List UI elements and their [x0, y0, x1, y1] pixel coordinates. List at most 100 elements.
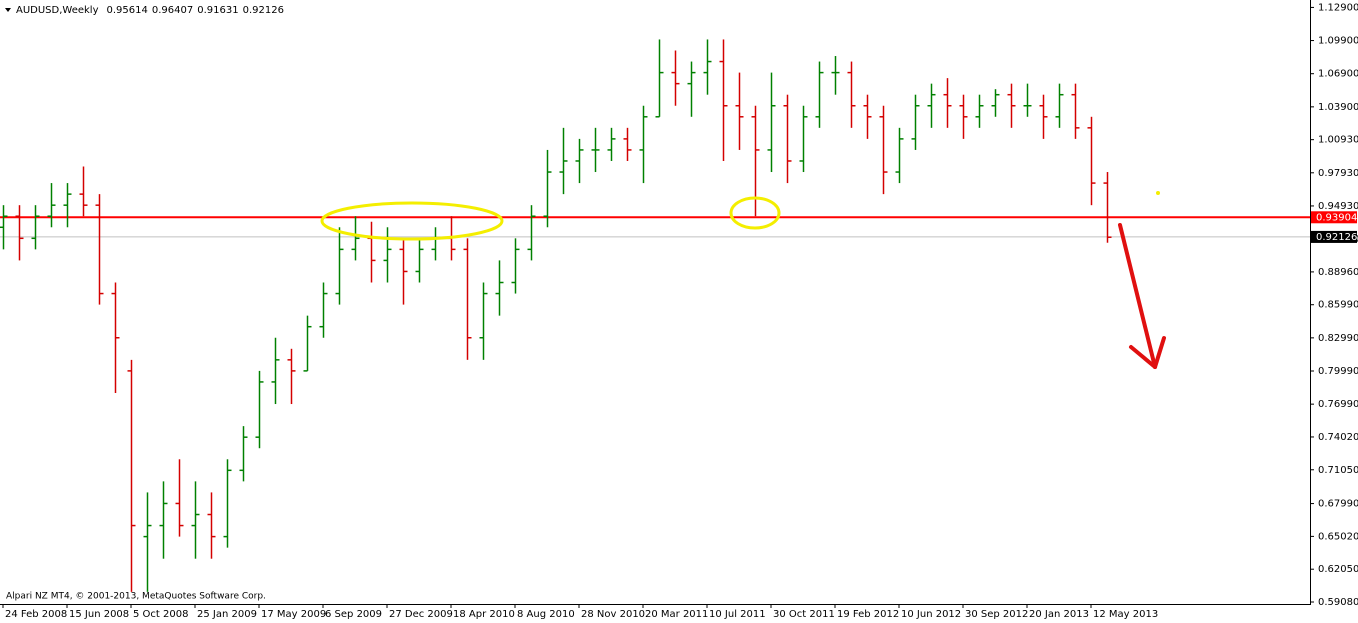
x-tick-label: 28 Nov 2010 — [581, 609, 645, 620]
x-tick-label: 30 Oct 2011 — [773, 609, 835, 620]
header-value: 0.92126 — [243, 5, 284, 16]
ohlc-bar — [63, 183, 72, 228]
x-tick-label: 27 Dec 2009 — [389, 609, 453, 620]
ohlc-bar — [991, 89, 1000, 117]
ohlc-bar — [831, 56, 840, 95]
ohlc-bar — [783, 94, 792, 184]
ohlc-bar — [351, 216, 360, 261]
x-tick-label: 6 Sep 2009 — [325, 609, 382, 620]
ohlc-bar — [1071, 83, 1080, 139]
ohlc-bar — [79, 166, 88, 217]
ohlc-bar — [623, 127, 632, 161]
ohlc-bar — [303, 315, 312, 372]
y-tick-label: 0.94930 — [1318, 201, 1358, 212]
ohlc-bar — [495, 260, 504, 316]
ohlc-bar — [927, 83, 936, 128]
x-tick-label: 30 Sep 2012 — [965, 609, 1028, 620]
ohlc-bar — [799, 105, 808, 173]
x-tick-label: 20 Jan 2013 — [1029, 609, 1089, 620]
annotation-ellipse — [320, 201, 504, 241]
ohlc-bar — [815, 61, 824, 128]
ohlc-bar — [0, 205, 8, 250]
ohlc-bar — [319, 282, 328, 338]
ohlc-bar — [271, 337, 280, 405]
annotation-ellipse — [729, 196, 781, 230]
y-tick-label: 0.82990 — [1318, 333, 1358, 344]
ohlc-bar — [1087, 116, 1096, 206]
ohlc-bar — [1055, 83, 1064, 128]
ohlc-bar — [767, 72, 776, 173]
ohlc-bar — [847, 61, 856, 128]
ohlc-bar — [639, 105, 648, 184]
ohlc-bar — [703, 39, 712, 95]
ohlc-bar — [687, 61, 696, 117]
menu-marker — [5, 8, 11, 12]
x-tick-label: 25 Jan 2009 — [197, 609, 257, 620]
ohlc-bar — [591, 127, 600, 173]
x-tick-label: 15 Jun 2008 — [69, 609, 129, 620]
x-tick-label: 18 Apr 2010 — [453, 609, 515, 620]
y-tick-label: 0.67990 — [1318, 499, 1358, 510]
ohlc-bar — [1007, 83, 1016, 128]
ohlc-bar — [655, 39, 664, 118]
ohlc-bar — [15, 205, 24, 261]
ohlc-bar — [895, 127, 904, 184]
x-tick-label: 19 Feb 2012 — [837, 609, 899, 620]
ohlc-bar — [719, 39, 728, 161]
ohlc-bar — [463, 238, 472, 360]
y-tick-label: 1.12900 — [1318, 2, 1358, 13]
x-tick-label: 10 Jun 2012 — [901, 609, 961, 620]
ohlc-bar — [223, 459, 232, 548]
ohlc-bar — [1103, 172, 1112, 243]
y-tick-label: 0.88960 — [1318, 267, 1358, 278]
ohlc-bar — [1023, 83, 1032, 117]
plot-area — [0, 39, 1310, 592]
ohlc-bar — [287, 348, 296, 405]
ohlc-bar — [735, 72, 744, 150]
y-tick-label: 0.97930 — [1318, 168, 1358, 179]
chart-header: AUDUSD,Weekly 0.95614 0.96407 0.91631 0.9212… — [16, 5, 284, 16]
ohlc-bar — [383, 227, 392, 283]
ohlc-bar — [559, 127, 568, 195]
ohlc-bar — [527, 205, 536, 261]
ohlc-bar — [207, 492, 216, 559]
y-tick-label: 1.03900 — [1318, 102, 1358, 113]
ohlc-bar — [127, 359, 136, 592]
x-tick-label: 10 Jul 2011 — [709, 609, 766, 620]
x-tick-label: 17 May 2009 — [261, 609, 326, 620]
ohlc-bar — [335, 227, 344, 305]
y-tick-label: 1.00930 — [1318, 135, 1358, 146]
y-tick-label: 0.71050 — [1318, 465, 1358, 476]
ohlc-bar — [671, 50, 680, 106]
y-tick-label: 0.59080 — [1318, 597, 1358, 608]
ohlc-bar — [399, 238, 408, 305]
x-tick-label: 20 Mar 2011 — [645, 609, 708, 620]
x-tick-label: 8 Aug 2010 — [517, 609, 575, 620]
ohlc-bar — [111, 282, 120, 393]
ohlc-bar — [575, 138, 584, 184]
ohlc-bar — [943, 78, 952, 128]
ohlc-bar — [47, 183, 56, 228]
ohlc-bar — [191, 481, 200, 559]
ohlc-bar — [239, 426, 248, 482]
symbol: AUDUSD,Weekly — [16, 5, 99, 16]
y-tick-label: 0.65020 — [1318, 531, 1358, 542]
y-tick-label: 0.79990 — [1318, 366, 1358, 377]
current-price-line-label-box — [1311, 230, 1357, 243]
y-tick-label: 0.62050 — [1318, 564, 1358, 575]
y-tick-label: 1.06900 — [1318, 69, 1358, 80]
watermark: Alpari NZ MT4, © 2001-2013, MetaQuotes S… — [6, 592, 266, 602]
horizontal-line-label-box — [1311, 211, 1357, 224]
y-tick-label: 0.85990 — [1318, 300, 1358, 311]
ohlc-bar — [543, 149, 552, 228]
x-tick-label: 12 May 2013 — [1093, 609, 1158, 620]
ohlc-bar — [255, 370, 264, 449]
ohlc-bar — [863, 94, 872, 139]
x-tick-label: 24 Feb 2008 — [5, 609, 67, 620]
ohlc-bar — [31, 205, 40, 250]
current-price-line-label: 0.92126 — [1316, 232, 1357, 243]
ohlc-bar — [879, 105, 888, 195]
ohlc-bar — [175, 459, 184, 537]
